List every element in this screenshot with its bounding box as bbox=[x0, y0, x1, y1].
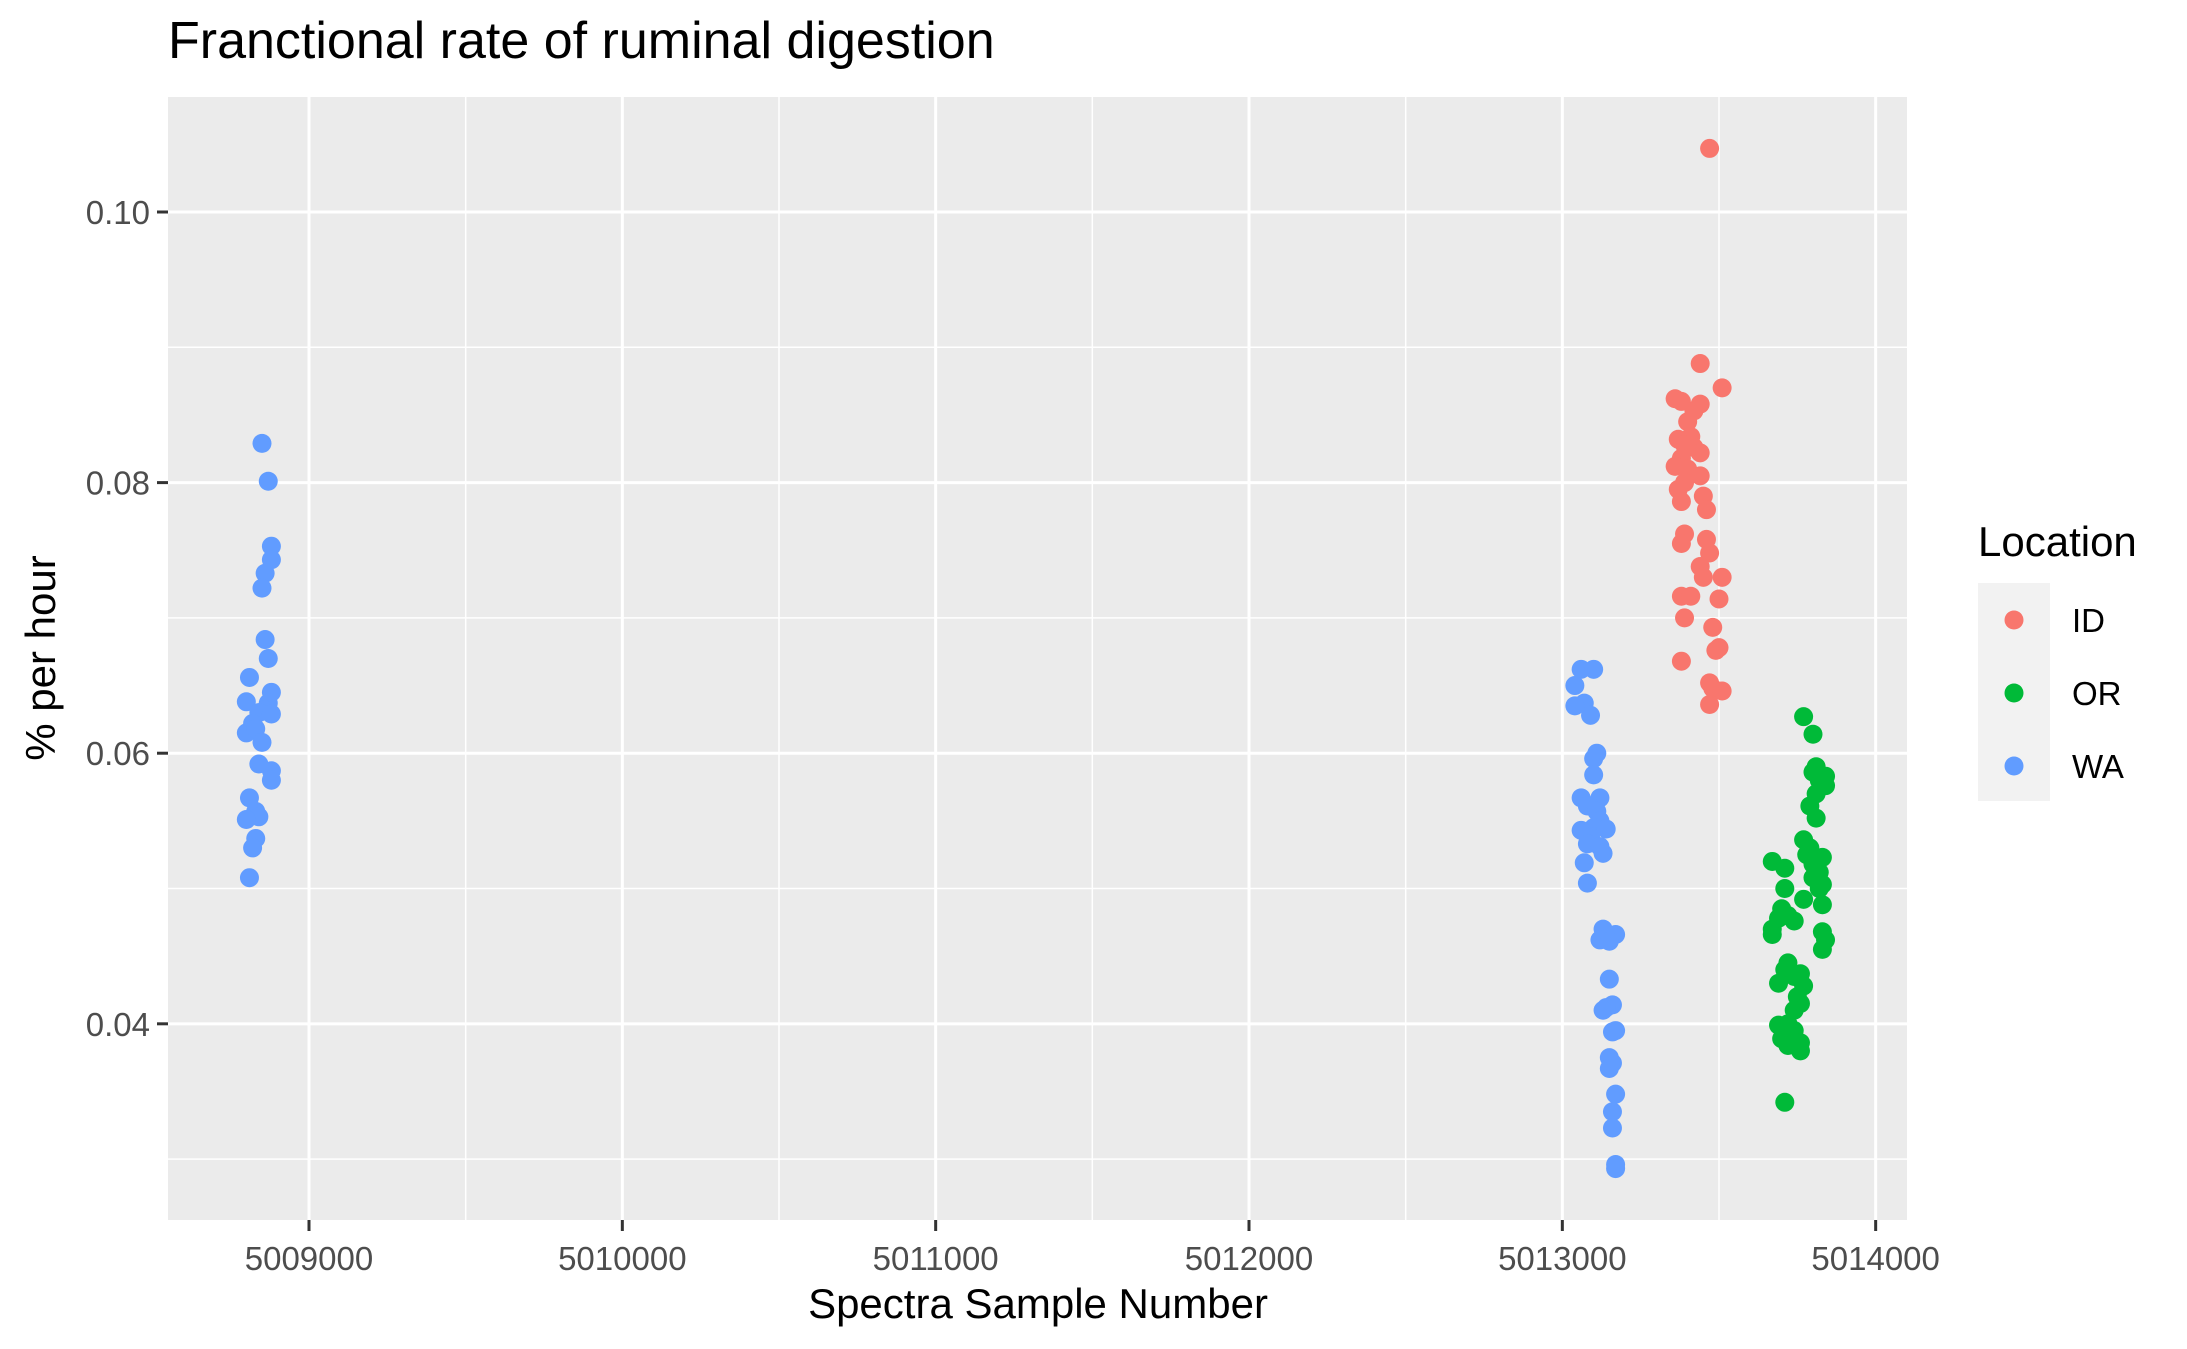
x-axis-ticks: 5009000 5010000 5011000 5012000 5013000 50140… bbox=[245, 1220, 1940, 1277]
legend-key-or bbox=[2004, 683, 2024, 703]
point-wa bbox=[1606, 1159, 1626, 1179]
point-id bbox=[1709, 589, 1729, 609]
point-wa bbox=[239, 868, 259, 888]
point-or bbox=[1790, 1041, 1810, 1061]
point-wa bbox=[1599, 969, 1619, 989]
point-or bbox=[1794, 707, 1814, 727]
point-or bbox=[1809, 879, 1829, 899]
point-wa bbox=[1574, 853, 1594, 873]
y-tick-label: 0.06 bbox=[86, 735, 150, 772]
point-id bbox=[1681, 586, 1701, 606]
point-wa bbox=[261, 536, 281, 556]
x-tick-label: 5013000 bbox=[1498, 1240, 1626, 1277]
point-wa bbox=[1602, 1102, 1622, 1122]
x-tick-label: 5014000 bbox=[1811, 1240, 1939, 1277]
point-or bbox=[1812, 895, 1832, 915]
data-points bbox=[236, 138, 1836, 1179]
legend: Location ID OR WA bbox=[1978, 518, 2137, 801]
point-id bbox=[1671, 651, 1691, 671]
point-id bbox=[1675, 608, 1695, 628]
point-wa bbox=[1606, 1084, 1626, 1104]
point-id bbox=[1690, 354, 1710, 374]
point-wa bbox=[258, 471, 278, 491]
legend-items: ID OR WA bbox=[2004, 602, 2124, 785]
point-id bbox=[1671, 533, 1691, 553]
point-wa bbox=[236, 810, 256, 830]
y-tick-label: 0.08 bbox=[86, 465, 150, 502]
plot-panel bbox=[168, 97, 1907, 1220]
legend-label-id: ID bbox=[2072, 602, 2105, 639]
legend-label-wa: WA bbox=[2072, 748, 2124, 785]
point-wa bbox=[255, 630, 275, 650]
point-wa bbox=[261, 704, 281, 724]
legend-title: Location bbox=[1978, 518, 2137, 565]
point-wa bbox=[1584, 659, 1604, 679]
point-wa bbox=[239, 667, 259, 687]
point-wa bbox=[1599, 1058, 1619, 1078]
y-tick-label: 0.10 bbox=[86, 194, 150, 231]
x-tick-label: 5009000 bbox=[245, 1240, 373, 1277]
point-wa bbox=[1596, 819, 1616, 839]
chart-title: Franctional rate of ruminal digestion bbox=[168, 12, 995, 70]
point-wa bbox=[252, 578, 272, 598]
point-id bbox=[1712, 681, 1732, 701]
x-tick-label: 5010000 bbox=[558, 1240, 686, 1277]
point-or bbox=[1794, 889, 1814, 909]
legend-label-or: OR bbox=[2072, 675, 2122, 712]
point-wa bbox=[1565, 676, 1585, 696]
point-wa bbox=[1577, 873, 1597, 893]
x-axis-title: Spectra Sample Number bbox=[808, 1280, 1268, 1327]
point-id bbox=[1678, 412, 1698, 432]
point-wa bbox=[255, 563, 275, 583]
point-wa bbox=[1584, 765, 1604, 785]
point-or bbox=[1784, 911, 1804, 931]
y-axis-title: % per hour bbox=[17, 555, 64, 760]
point-id bbox=[1696, 500, 1716, 520]
x-tick-label: 5011000 bbox=[873, 1240, 999, 1277]
point-id bbox=[1671, 492, 1691, 512]
point-or bbox=[1775, 858, 1795, 878]
point-wa bbox=[252, 732, 272, 752]
point-id bbox=[1712, 378, 1732, 398]
point-wa bbox=[243, 838, 263, 858]
point-or bbox=[1769, 973, 1789, 993]
point-id bbox=[1706, 640, 1726, 660]
point-wa bbox=[1581, 705, 1601, 725]
point-id bbox=[1700, 695, 1720, 715]
major-gridlines bbox=[168, 97, 1907, 1220]
point-id bbox=[1690, 466, 1710, 486]
point-or bbox=[1806, 808, 1826, 828]
x-tick-label: 5012000 bbox=[1185, 1240, 1313, 1277]
point-wa bbox=[258, 649, 278, 668]
point-or bbox=[1803, 724, 1823, 744]
point-id bbox=[1712, 567, 1732, 587]
point-wa bbox=[1593, 1000, 1613, 1020]
point-id bbox=[1693, 567, 1713, 587]
point-wa bbox=[1584, 749, 1604, 769]
point-or bbox=[1812, 939, 1832, 959]
point-wa bbox=[1565, 696, 1585, 716]
y-axis-ticks: 0.04 0.06 0.08 0.10 bbox=[86, 194, 168, 1043]
legend-key-wa bbox=[2004, 756, 2024, 776]
point-id bbox=[1700, 138, 1720, 158]
point-or bbox=[1775, 1092, 1795, 1112]
point-wa bbox=[1602, 1022, 1622, 1042]
point-wa bbox=[252, 433, 272, 453]
point-id bbox=[1690, 443, 1710, 463]
point-wa bbox=[261, 770, 281, 790]
point-id bbox=[1703, 617, 1723, 637]
point-wa bbox=[236, 692, 256, 712]
point-id bbox=[1700, 543, 1720, 563]
y-tick-label: 0.04 bbox=[86, 1006, 150, 1043]
point-wa bbox=[1599, 931, 1619, 951]
point-wa bbox=[1593, 843, 1613, 863]
legend-key-id bbox=[2004, 610, 2024, 630]
point-or bbox=[1762, 925, 1782, 945]
point-or bbox=[1775, 879, 1795, 899]
point-wa bbox=[1602, 1118, 1622, 1138]
